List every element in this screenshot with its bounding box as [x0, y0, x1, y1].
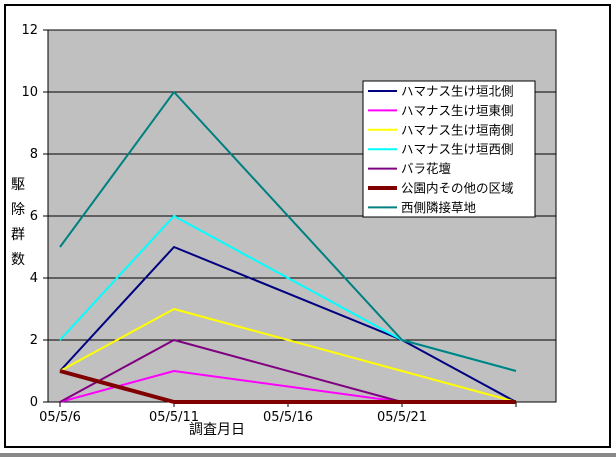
x-axis-title: 調査月日	[189, 422, 245, 438]
legend-box	[362, 80, 536, 218]
x-tick-label: 05/5/11	[149, 410, 199, 425]
legend-entry-label: ハマナス生け垣東側	[401, 103, 514, 118]
series-line	[59, 308, 517, 403]
legend-entry-label: 西側隣接草地	[401, 200, 477, 215]
y-axis-title-char: 群	[11, 227, 25, 243]
x-tick-label: 05/5/6	[39, 410, 81, 425]
series-line	[59, 369, 516, 404]
y-tick-label: 0	[30, 395, 38, 410]
y-axis-title-char: 数	[11, 252, 25, 268]
y-tick-label: 2	[30, 333, 38, 348]
x-tick-label: 05/5/21	[377, 410, 427, 425]
legend-entry-label: 公園内その他の区域	[401, 181, 514, 196]
legend-entry-label: ハマナス生け垣西側	[401, 142, 514, 157]
legend-entry-label: ハマナス生け垣北側	[401, 84, 514, 99]
y-tick-label: 6	[30, 209, 38, 224]
legend-entry-label: ハマナス生け垣南側	[401, 122, 514, 137]
legend-entry-label: バラ花壇	[401, 161, 451, 176]
y-tick-label: 12	[21, 23, 38, 38]
y-tick-label: 10	[21, 85, 38, 100]
y-axis-title-char: 駆	[11, 177, 25, 193]
y-axis-title-char: 除	[11, 202, 25, 218]
series-line	[59, 91, 517, 372]
x-tick-label: 05/5/16	[263, 410, 313, 425]
series-line	[59, 246, 517, 403]
y-tick-label: 8	[30, 147, 38, 162]
y-tick-label: 4	[30, 271, 38, 286]
